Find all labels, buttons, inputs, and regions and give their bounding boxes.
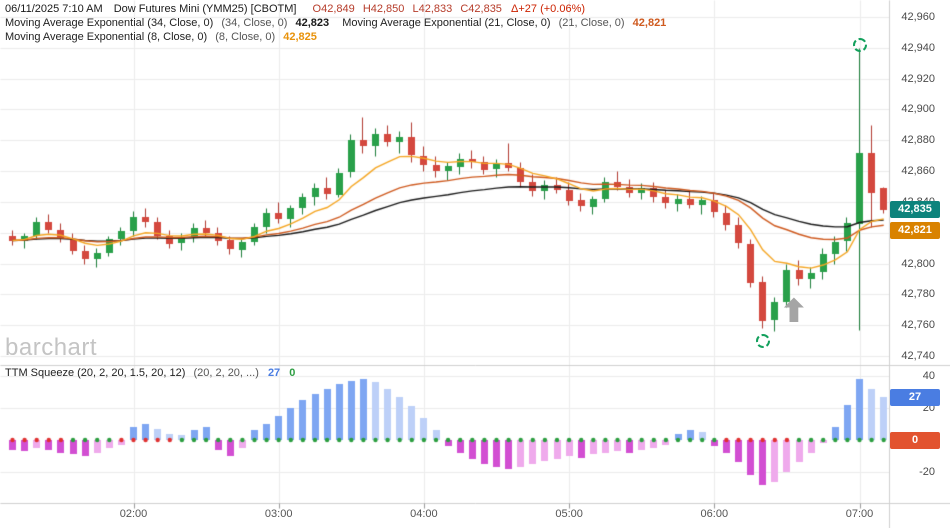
squeeze-momentum-value: 27 <box>267 367 281 379</box>
delta-icon: Δ <box>511 3 519 15</box>
price-axis-tick: 42,880 <box>901 134 935 147</box>
price-axis-tick: 42,940 <box>901 41 935 54</box>
last-price-badge: 42,835 <box>890 200 940 218</box>
close-label: C <box>460 3 469 15</box>
price-axis-tick: 42,860 <box>901 165 935 178</box>
high-value: 42,850 <box>370 3 405 15</box>
header-line-studies-1: Moving Average Exponential (34, Close, 0… <box>5 16 666 30</box>
price-axis[interactable]: 42,835 42,821 27 0 42,960 42,940 42,920 42,… <box>889 0 950 528</box>
study-ema8-params: (8, Close, 0) <box>215 31 276 43</box>
price-axis-tick: 42,800 <box>901 257 935 270</box>
price-axis-tick: 42,960 <box>901 11 935 23</box>
symbol-title: Dow Futures Mini (YMM25) [CBOTM] <box>113 3 297 15</box>
study-ema34-value: 42,823 <box>295 17 330 29</box>
study-ema34-params: (34, Close, 0) <box>221 17 288 29</box>
time-axis-tick: 04:00 <box>410 508 438 520</box>
open-label: O <box>312 3 322 15</box>
time-axis-tick: 03:00 <box>264 508 293 520</box>
price-axis-tick: 42,760 <box>901 319 935 332</box>
squeeze-state-value: 0 <box>289 367 296 379</box>
low-value: 42,833 <box>418 3 453 15</box>
price-axis-tick: 42,740 <box>901 350 935 362</box>
dashed-circle-annotation[interactable] <box>755 333 770 348</box>
price-axis-tick: 42,780 <box>901 288 935 301</box>
time-axis-tick: 07:00 <box>845 508 874 520</box>
time-axis-tick: 02:00 <box>119 508 148 520</box>
study-ema8-value: 42,825 <box>283 31 317 43</box>
high-label: H <box>362 3 371 15</box>
squeeze-zero-badge: 0 <box>890 432 940 449</box>
squeeze-study-params: (20, 2, 20, ...) <box>193 367 259 379</box>
squeeze-axis-tick: -20 <box>919 466 935 478</box>
price-axis-tick: 42,900 <box>901 103 935 116</box>
chart-header: 06/11/2025 7:10 AM Dow Futures Mini (YMM… <box>5 2 666 44</box>
time-axis-tick: 06:00 <box>700 508 729 520</box>
squeeze-axis-tick: 40 <box>922 370 935 382</box>
barchart-watermark-logo: barchart <box>5 334 98 361</box>
squeeze-momentum-badge: 27 <box>890 388 940 406</box>
study-ema8-label[interactable]: Moving Average Exponential (8, Close, 0) <box>5 31 208 43</box>
chart-datetime: 06/11/2025 7:10 AM <box>5 3 103 15</box>
time-axis[interactable]: 02:00 03:00 04:00 05:00 06:00 07:00 <box>0 504 889 528</box>
squeeze-study-label[interactable]: TTM Squeeze (20, 2, 20, 1.5, 20, 12) <box>5 367 186 379</box>
dashed-circle-annotation[interactable] <box>852 37 867 52</box>
study-ema21-label[interactable]: Moving Average Exponential (21, Close, 0… <box>342 17 551 29</box>
ema-price-badge: 42,821 <box>890 222 940 240</box>
ohlc-readout: O42,849 H42,850 L42,833 C42,835 <box>308 3 505 15</box>
open-value: 42,849 <box>321 3 355 15</box>
study-ema21-value: 42,821 <box>632 17 667 29</box>
price-change: Δ+27 (+0.06%) <box>511 3 585 15</box>
header-line-symbol: 06/11/2025 7:10 AM Dow Futures Mini (YMM… <box>5 2 666 16</box>
header-line-studies-2: Moving Average Exponential (8, Close, 0)… <box>5 30 666 44</box>
change-value: +27 (+0.06%) <box>518 3 586 15</box>
time-axis-tick: 05:00 <box>555 508 583 520</box>
study-ema34-label[interactable]: Moving Average Exponential (34, Close, 0… <box>5 17 214 29</box>
price-axis-tick: 42,920 <box>901 72 935 85</box>
squeeze-panel-header: TTM Squeeze (20, 2, 20, 1.5, 20, 12) (20… <box>5 367 295 379</box>
close-value: 42,835 <box>468 3 502 15</box>
low-label: L <box>412 3 419 15</box>
study-ema21-params: (21, Close, 0) <box>558 17 625 29</box>
